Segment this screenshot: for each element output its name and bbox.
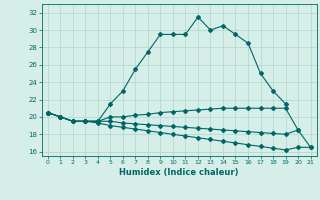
- X-axis label: Humidex (Indice chaleur): Humidex (Indice chaleur): [119, 168, 239, 177]
